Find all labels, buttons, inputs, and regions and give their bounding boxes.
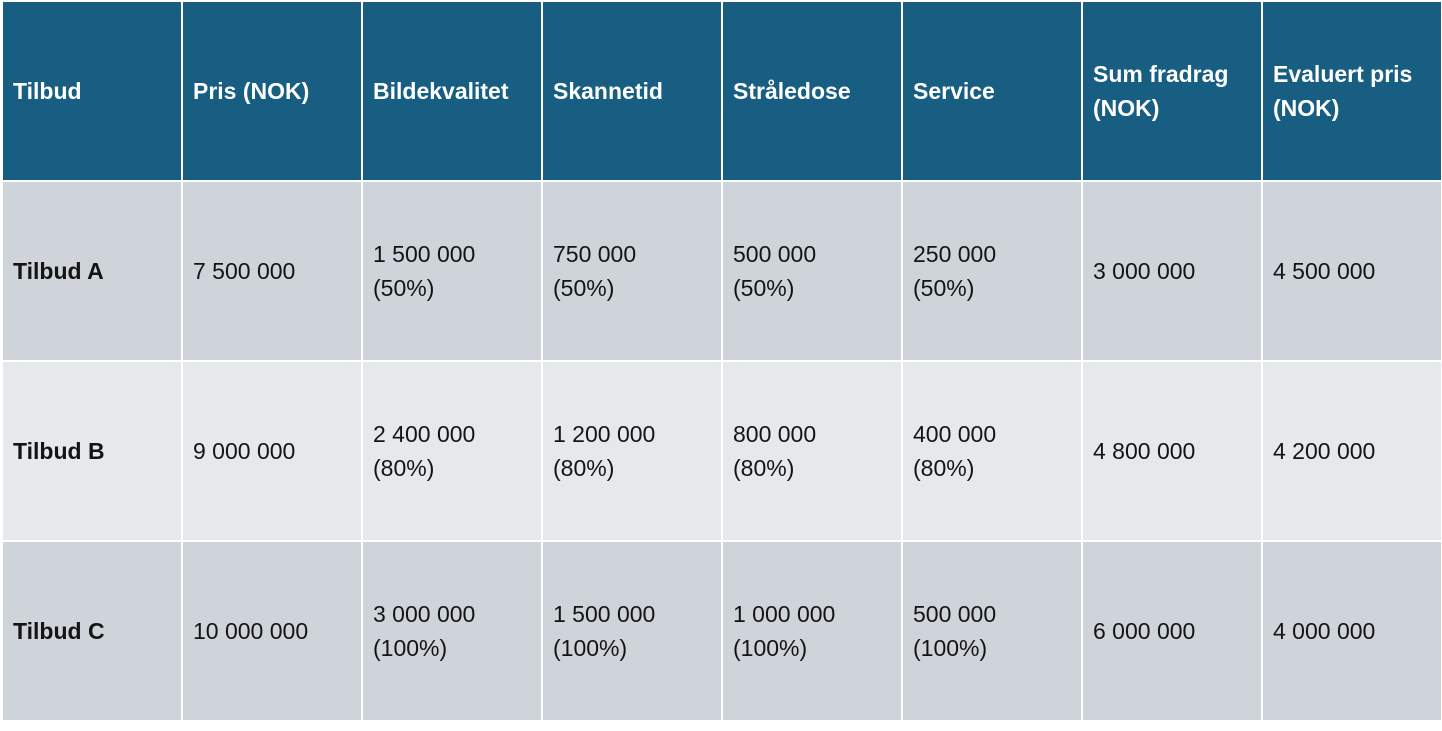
cell-sum-fradrag: 3 000 000 <box>1081 180 1263 362</box>
cell-pris: 7 500 000 <box>181 180 363 362</box>
header-pris: Pris (NOK) <box>181 0 363 182</box>
cell-amount: 1 200 000 <box>553 421 656 447</box>
cell-amount: 3 000 000 <box>373 601 476 627</box>
cell-percent: (50%) <box>913 275 975 301</box>
cell-tilbud-name: Tilbud B <box>1 360 183 542</box>
header-label: Skannetid <box>553 78 663 104</box>
header-label: Service <box>913 78 995 104</box>
cell-skannetid: 1 500 000 (100%) <box>541 540 723 722</box>
cell-sum-fradrag: 4 800 000 <box>1081 360 1263 542</box>
cell-amount: 800 000 <box>733 421 817 447</box>
cell-amount: 2 400 000 <box>373 421 476 447</box>
cell-tilbud-name: Tilbud C <box>1 540 183 722</box>
cell-amount: 250 000 <box>913 241 997 267</box>
cell-skannetid: 1 200 000 (80%) <box>541 360 723 542</box>
table-row-tilbud-c: Tilbud C 10 000 000 3 000 000 (100%) 1 50… <box>1 540 1442 722</box>
header-sum-fradrag: Sum fradrag (NOK) <box>1081 0 1263 182</box>
cell-amount: 500 000 <box>733 241 817 267</box>
header-label: Bildekvalitet <box>373 78 509 104</box>
header-service: Service <box>901 0 1083 182</box>
cell-amount: 400 000 <box>913 421 997 447</box>
cell-amount: 500 000 <box>913 601 997 627</box>
header-bildekvalitet: Bildekvalitet <box>361 0 543 182</box>
header-label: Sum fradrag <box>1093 61 1229 87</box>
cell-percent: (100%) <box>373 635 448 661</box>
cell-amount: 1 000 000 <box>733 601 836 627</box>
header-label: Stråledose <box>733 78 851 104</box>
cell-percent: (80%) <box>733 455 795 481</box>
cell-service: 250 000 (50%) <box>901 180 1083 362</box>
header-unit: (NOK) <box>1273 95 1340 121</box>
cell-skannetid: 750 000 (50%) <box>541 180 723 362</box>
cell-percent: (100%) <box>733 635 808 661</box>
cell-service: 500 000 (100%) <box>901 540 1083 722</box>
header-evaluert-pris: Evaluert pris (NOK) <box>1261 0 1442 182</box>
cell-percent: (50%) <box>553 275 615 301</box>
cell-tilbud-name: Tilbud A <box>1 180 183 362</box>
header-tilbud: Tilbud <box>1 0 183 182</box>
cell-pris: 10 000 000 <box>181 540 363 722</box>
cell-amount: 750 000 <box>553 241 637 267</box>
header-unit: (NOK) <box>1093 95 1160 121</box>
cell-bildekvalitet: 2 400 000 (80%) <box>361 360 543 542</box>
cell-evaluert-pris: 4 000 000 <box>1261 540 1442 722</box>
cell-straledose: 500 000 (50%) <box>721 180 903 362</box>
header-skannetid: Skannetid <box>541 0 723 182</box>
cell-bildekvalitet: 3 000 000 (100%) <box>361 540 543 722</box>
cell-percent: (100%) <box>913 635 988 661</box>
cell-amount: 1 500 000 <box>553 601 656 627</box>
table-row-tilbud-a: Tilbud A 7 500 000 1 500 000 (50%) 750 00… <box>1 180 1442 362</box>
table-row-tilbud-b: Tilbud B 9 000 000 2 400 000 (80%) 1 200 … <box>1 360 1442 542</box>
cell-sum-fradrag: 6 000 000 <box>1081 540 1263 722</box>
cell-bildekvalitet: 1 500 000 (50%) <box>361 180 543 362</box>
cell-percent: (50%) <box>373 275 435 301</box>
cell-percent: (50%) <box>733 275 795 301</box>
cell-percent: (80%) <box>913 455 975 481</box>
header-label: Evaluert pris <box>1273 61 1413 87</box>
table-header: Tilbud Pris (NOK) Bildekvalitet Skanneti… <box>1 0 1442 182</box>
cell-straledose: 800 000 (80%) <box>721 360 903 542</box>
cell-pris: 9 000 000 <box>181 360 363 542</box>
cell-amount: 1 500 000 <box>373 241 476 267</box>
cell-evaluert-pris: 4 500 000 <box>1261 180 1442 362</box>
cell-percent: (100%) <box>553 635 628 661</box>
header-row: Tilbud Pris (NOK) Bildekvalitet Skanneti… <box>1 0 1442 182</box>
cell-percent: (80%) <box>553 455 615 481</box>
table-body: Tilbud A 7 500 000 1 500 000 (50%) 750 00… <box>1 180 1442 722</box>
cell-service: 400 000 (80%) <box>901 360 1083 542</box>
header-straledose: Stråledose <box>721 0 903 182</box>
cell-evaluert-pris: 4 200 000 <box>1261 360 1442 542</box>
header-label: Pris (NOK) <box>193 78 310 104</box>
cell-percent: (80%) <box>373 455 435 481</box>
cell-straledose: 1 000 000 (100%) <box>721 540 903 722</box>
header-label: Tilbud <box>13 78 82 104</box>
